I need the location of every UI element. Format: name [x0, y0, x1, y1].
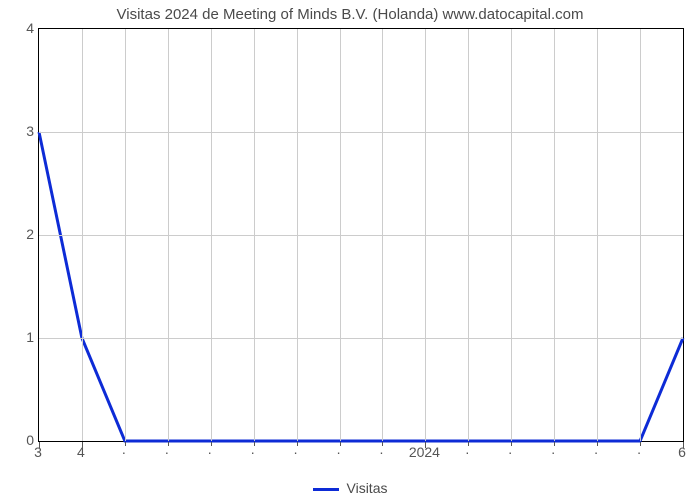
ytick-label: 3	[6, 123, 34, 139]
chart-container: Visitas 2024 de Meeting of Minds B.V. (H…	[0, 0, 700, 500]
xtick-minor-label: ·	[250, 444, 255, 460]
series-line	[39, 132, 683, 441]
xtick-minor-label: ·	[465, 444, 470, 460]
ytick-label: 0	[6, 432, 34, 448]
ytick-label: 1	[6, 329, 34, 345]
xtick-minor-label: ·	[122, 444, 127, 460]
xtick-major-label: 4	[77, 444, 85, 460]
plot-area	[38, 28, 684, 442]
xtick-major-label: 6	[678, 444, 686, 460]
legend-label: Visitas	[347, 480, 388, 496]
xtick-minor-label: ·	[551, 444, 556, 460]
chart-legend: Visitas	[0, 480, 700, 496]
xtick-minor-label: ·	[508, 444, 513, 460]
xtick-minor-label: ·	[336, 444, 341, 460]
ytick-label: 2	[6, 226, 34, 242]
chart-title: Visitas 2024 de Meeting of Minds B.V. (H…	[0, 6, 700, 23]
xtick-minor-label: ·	[379, 444, 384, 460]
xtick-minor-label: ·	[637, 444, 642, 460]
xtick-major-label: 3	[34, 444, 42, 460]
grid-line-horizontal	[39, 338, 683, 339]
xtick-major-label: 2024	[409, 444, 440, 460]
xtick-minor-label: ·	[207, 444, 212, 460]
grid-line-horizontal	[39, 132, 683, 133]
xtick-minor-label: ·	[293, 444, 298, 460]
xtick-minor-label: ·	[594, 444, 599, 460]
grid-line-horizontal	[39, 235, 683, 236]
ytick-label: 4	[6, 20, 34, 36]
xtick-minor-label: ·	[164, 444, 169, 460]
legend-swatch	[313, 488, 339, 491]
